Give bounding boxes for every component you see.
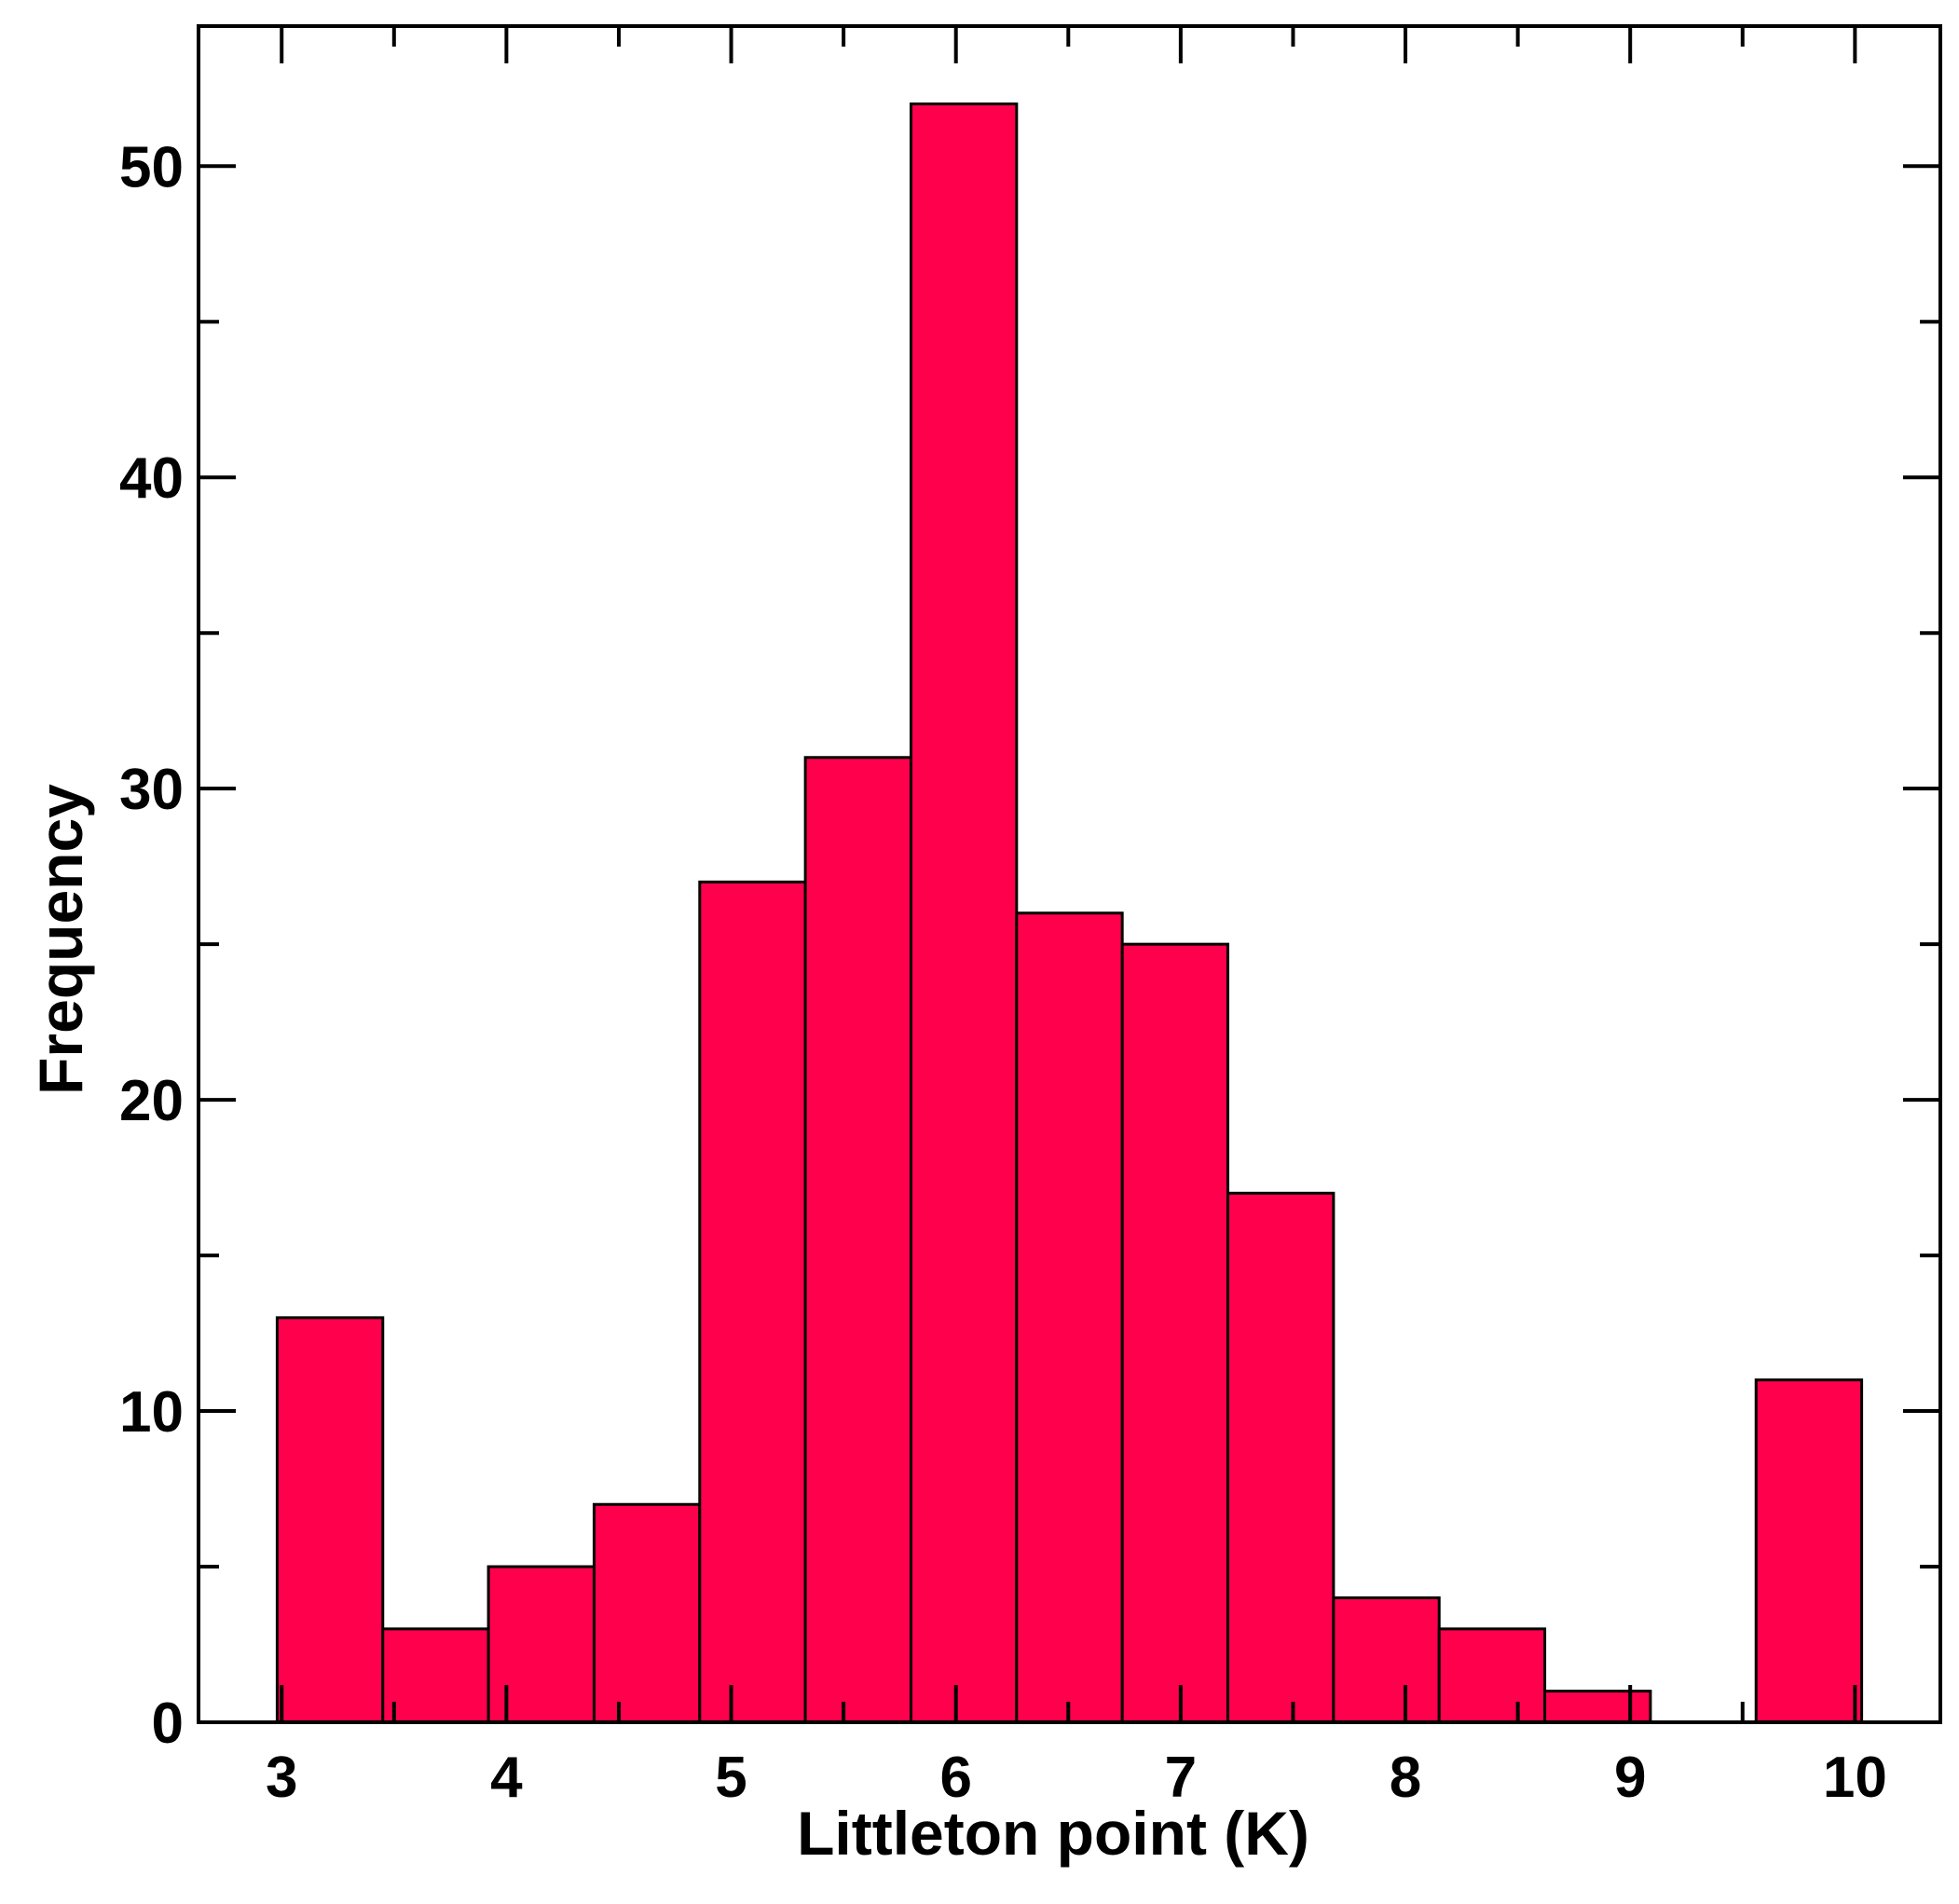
histogram-bar [486, 1565, 596, 1724]
bars-group [275, 102, 1864, 1724]
x-tick-label: 4 [490, 1746, 523, 1810]
y-tick-label: 30 [119, 758, 184, 822]
x-tick-label: 5 [715, 1746, 747, 1810]
y-tick-label: 50 [119, 135, 184, 199]
y-tick-label: 10 [119, 1380, 184, 1445]
histogram-bar [592, 1502, 702, 1724]
y-axis-label: Frequency [26, 784, 95, 1095]
x-tick-label: 6 [939, 1746, 971, 1810]
histogram-bar [1754, 1378, 1864, 1724]
x-tick-label: 7 [1165, 1746, 1197, 1810]
histogram-bar [1120, 942, 1230, 1724]
x-tick-label: 3 [266, 1746, 297, 1810]
histogram-bar [909, 102, 1019, 1724]
tick-labels-group: 3 4 5 6 7 8 9 10 0 10 20 30 40 50 [119, 135, 1887, 1810]
y-tick-label: 20 [119, 1069, 184, 1133]
histogram-bar [1332, 1596, 1441, 1724]
histogram-bar [381, 1627, 490, 1724]
x-axis-label: Littleton point (K) [797, 1799, 1309, 1868]
plot-frame [197, 24, 1942, 1724]
histogram-bar [1226, 1191, 1336, 1724]
histogram-bar [1015, 911, 1124, 1724]
histogram-bar [1543, 1690, 1652, 1724]
histogram-bar [275, 1316, 385, 1724]
y-tick-label: 0 [152, 1692, 184, 1756]
x-tick-label: 9 [1614, 1746, 1646, 1810]
histogram-bar [698, 880, 807, 1724]
ticks-group [199, 26, 1940, 1724]
x-tick-label: 10 [1823, 1746, 1887, 1810]
y-tick-label: 40 [119, 446, 184, 511]
histogram-bar [803, 756, 912, 1724]
x-tick-label: 8 [1390, 1746, 1421, 1810]
histogram-bar [1437, 1627, 1547, 1724]
